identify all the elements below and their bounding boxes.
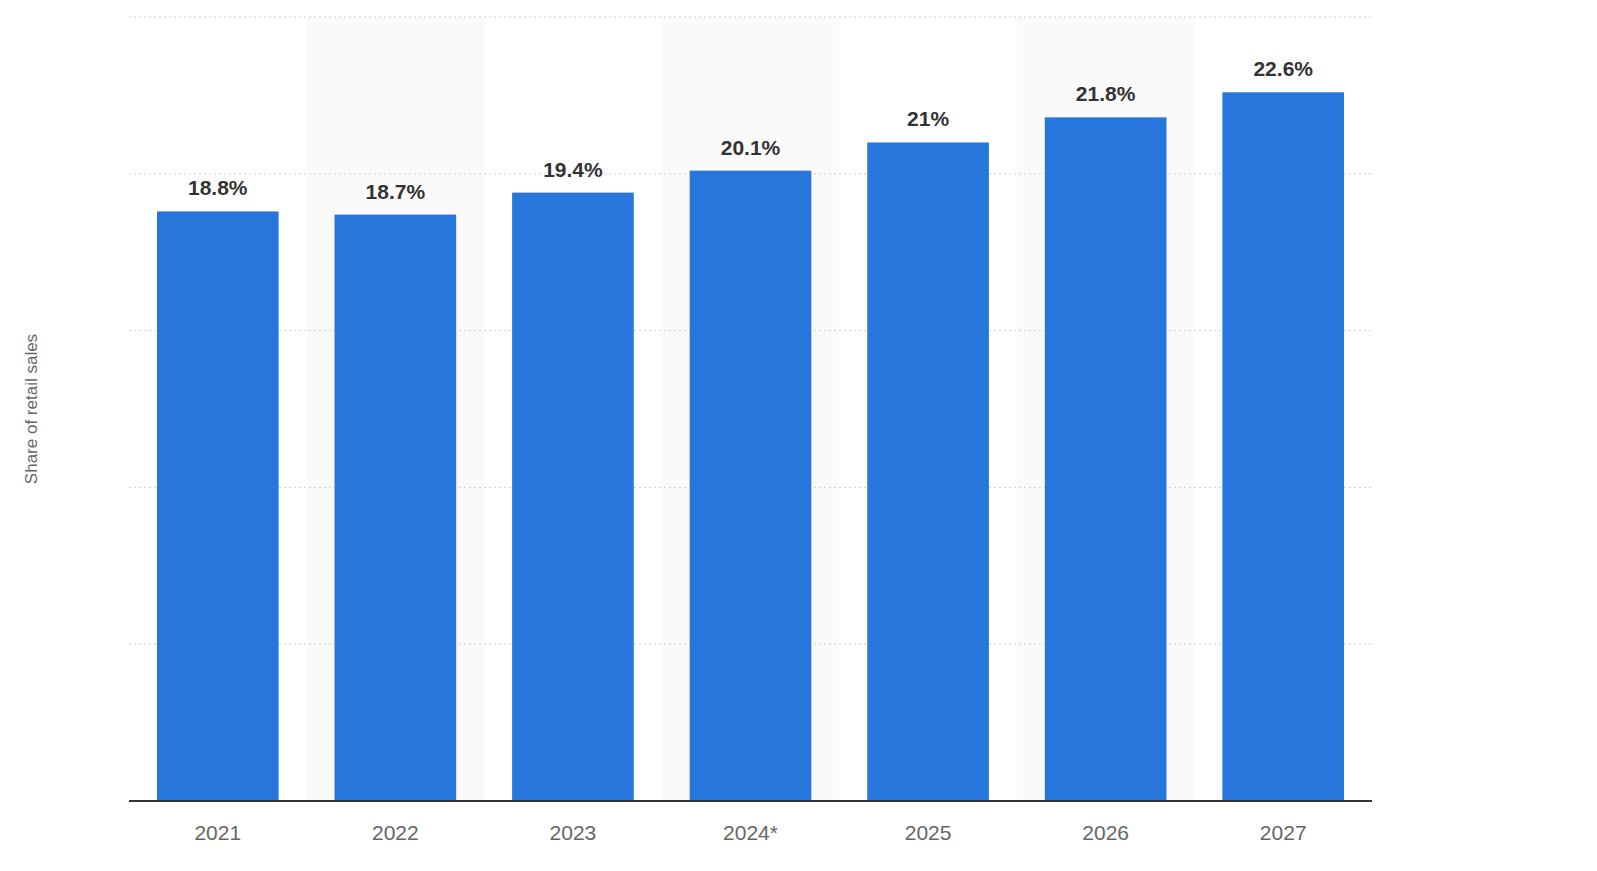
data-label: 19.4% (543, 158, 603, 181)
bar (512, 193, 634, 801)
data-label: 21.8% (1076, 82, 1136, 105)
column-shade (1017, 17, 1195, 801)
y-axis-label: Share of retail sales (22, 334, 41, 484)
grid-line (129, 17, 1372, 18)
bars (157, 92, 1344, 801)
x-tick-label: 2025 (905, 821, 952, 844)
x-tick-label: 2026 (1082, 821, 1129, 844)
bar (867, 142, 989, 801)
chart-container: 18.8% 18.7% 19.4% 20.1% 21% 21.8% 22.6% 2021 202… (0, 0, 1597, 871)
data-label: 20.1% (721, 136, 781, 159)
data-label: 18.8% (188, 176, 248, 199)
x-tick-label: 2023 (550, 821, 597, 844)
x-tick-label: 2027 (1260, 821, 1307, 844)
bar (157, 211, 279, 801)
x-tick-label: 2022 (372, 821, 419, 844)
bar (690, 171, 812, 801)
column-shade (307, 17, 485, 801)
column-shade (662, 17, 840, 801)
data-label: 21% (907, 107, 949, 130)
data-label: 22.6% (1253, 57, 1313, 80)
x-tick-label: 2021 (194, 821, 241, 844)
x-axis-line (129, 800, 1372, 802)
chart-svg: 18.8% 18.7% 19.4% 20.1% 21% 21.8% 22.6% 2021 202… (0, 0, 1597, 871)
bar (335, 215, 457, 801)
x-tick-label: 2024* (723, 821, 778, 844)
bar (1222, 92, 1344, 801)
data-label: 18.7% (366, 180, 426, 203)
bar (1045, 117, 1167, 801)
